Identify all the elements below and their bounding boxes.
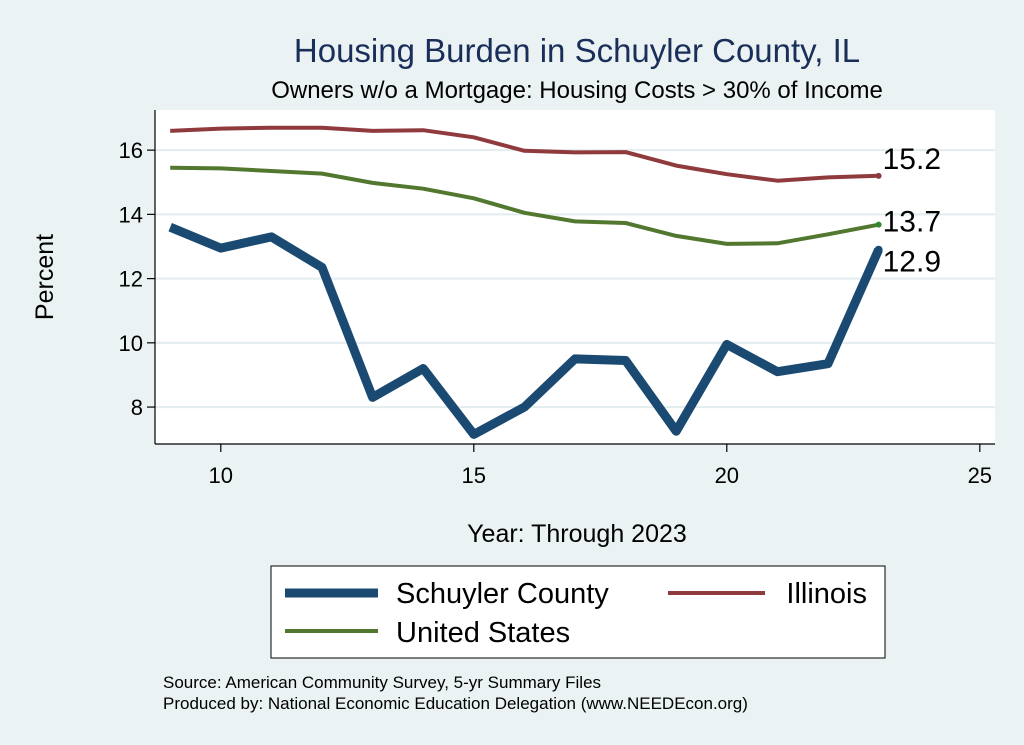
end-label-united-states: 13.7 — [883, 206, 941, 239]
y-tick-label-10: 10 — [119, 331, 143, 356]
end-label-schuyler-county: 12.9 — [883, 246, 941, 279]
series-line-illinois — [170, 125, 879, 183]
x-tick-label-20: 20 — [715, 463, 739, 488]
legend-label-us: United States — [396, 617, 570, 649]
end-label-illinois: 15.2 — [883, 143, 941, 176]
series-line-united-states — [170, 165, 879, 246]
y-axis-title: Percent — [31, 234, 59, 320]
x-axis-title: Year: Through 2023 — [467, 520, 687, 548]
plot-area — [155, 110, 995, 444]
source-note: Source: American Community Survey, 5-yr … — [163, 673, 601, 692]
series-group — [168, 125, 883, 439]
legend: Schuyler County Illinois United States — [270, 565, 886, 659]
y-tick-label-8: 8 — [131, 395, 143, 420]
grid — [155, 149, 995, 409]
x-tick-label-10: 10 — [209, 463, 233, 488]
x-tick-label-15: 15 — [462, 463, 486, 488]
legend-label-schuyler: Schuyler County — [396, 578, 609, 610]
series-endpoint-illinois — [875, 172, 882, 179]
series-line-schuyler-county — [168, 223, 883, 439]
y-tick-label-14: 14 — [119, 202, 143, 227]
end-labels: 12.9 15.2 13.7 — [883, 143, 941, 279]
legend-box — [270, 565, 886, 659]
chart-title: Housing Burden in Schuyler County, IL — [294, 32, 860, 69]
producer-note: Produced by: National Economic Education… — [163, 694, 748, 713]
series-endpoint-united-states — [875, 221, 882, 228]
y-tick-label-12: 12 — [119, 267, 143, 292]
series-endpoint-schuyler-county — [874, 245, 883, 254]
y-tick-label-16: 16 — [119, 138, 143, 163]
legend-label-illinois: Illinois — [786, 578, 867, 610]
x-tick-label-25: 25 — [968, 463, 992, 488]
axes: 8 10 12 14 16 10 15 20 25 — [119, 110, 995, 488]
chart-subtitle: Owners w/o a Mortgage: Housing Costs > 3… — [271, 77, 883, 104]
